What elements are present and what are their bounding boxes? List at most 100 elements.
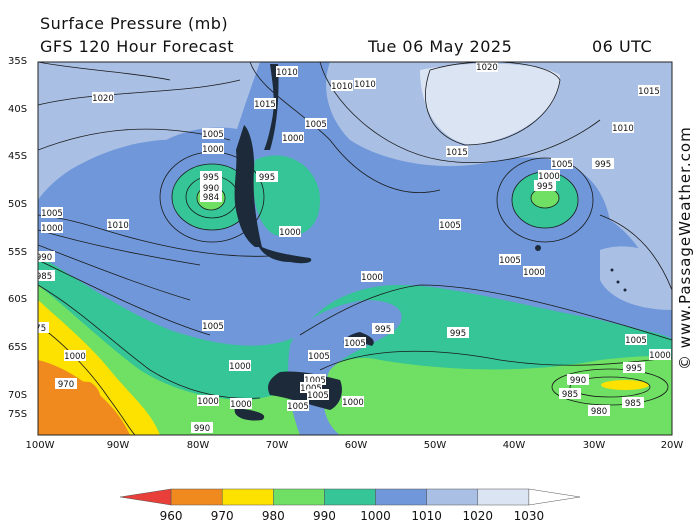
- isobar-label: 1005: [625, 334, 647, 346]
- pressure-band-995-low-b: [531, 188, 559, 208]
- svg-text:1000: 1000: [197, 397, 219, 407]
- latitude-label: 45S: [8, 151, 28, 162]
- svg-text:990: 990: [203, 184, 219, 194]
- colorbar-tick-label: 990: [312, 509, 336, 523]
- isobar-label: 1005: [307, 389, 329, 401]
- forecast-date: Tue 06 May 2025: [368, 37, 513, 56]
- pressure-fields: 1010101010201020101510151005100099599098…: [30, 62, 672, 435]
- latitude-label: 70S: [8, 390, 28, 401]
- isobar-label: 1010: [331, 80, 353, 92]
- isobar-label: 980: [588, 405, 610, 417]
- pressure-band-1020: [420, 63, 560, 146]
- isobar-label: 990: [191, 422, 213, 434]
- isobar-label: 985: [622, 397, 644, 409]
- svg-text:990: 990: [36, 253, 52, 263]
- isobar-label: 1015: [254, 98, 276, 110]
- isobar-label: 995: [623, 362, 645, 374]
- svg-text:995: 995: [203, 173, 219, 183]
- isobar-label: 1015: [638, 85, 660, 97]
- pressure-band-1015-ne: [326, 62, 672, 300]
- colorbar-tick-label: 970: [210, 509, 234, 523]
- forecast-time: 06 UTC: [592, 37, 653, 56]
- svg-text:985: 985: [625, 399, 641, 409]
- isobar-label: 1020: [92, 92, 114, 104]
- isobar-label: 1005: [202, 320, 224, 332]
- svg-text:995: 995: [375, 325, 391, 335]
- latitude-label: 35S: [8, 56, 28, 67]
- svg-text:1020: 1020: [92, 94, 114, 104]
- forecast-subtitle: GFS 120 Hour Forecast: [40, 37, 235, 56]
- isobar-label: 1005: [308, 350, 330, 362]
- isobar-label: 1000: [230, 398, 252, 410]
- longitude-label: 60W: [344, 440, 368, 451]
- isobar-label: 1005: [41, 207, 63, 219]
- isobar-label: 970: [55, 378, 77, 390]
- pressure-band-980-se: [601, 380, 649, 390]
- svg-text:1020: 1020: [476, 63, 498, 73]
- svg-text:1005: 1005: [202, 130, 224, 140]
- svg-text:1010: 1010: [354, 80, 376, 90]
- svg-text:1005: 1005: [308, 352, 330, 362]
- svg-text:1005: 1005: [305, 120, 327, 130]
- svg-text:995: 995: [595, 160, 611, 170]
- svg-text:1000: 1000: [41, 224, 63, 234]
- isobar-label: 1010: [612, 122, 634, 134]
- svg-text:1015: 1015: [638, 87, 660, 97]
- svg-text:1005: 1005: [344, 339, 366, 349]
- svg-text:1010: 1010: [276, 68, 298, 78]
- latitude-label: 55S: [8, 247, 28, 258]
- colorbar-segment: [221, 488, 274, 506]
- svg-text:1005: 1005: [551, 160, 573, 170]
- isobar-label: 985: [559, 388, 581, 400]
- svg-text:1010: 1010: [612, 124, 634, 134]
- svg-text:995: 995: [450, 329, 466, 339]
- isobar-label: 995: [372, 323, 394, 335]
- isobar-label: 1005: [202, 128, 224, 140]
- svg-text:1000: 1000: [282, 134, 304, 144]
- svg-text:1010: 1010: [331, 82, 353, 92]
- svg-text:975: 975: [30, 324, 46, 334]
- svg-text:1005: 1005: [41, 209, 63, 219]
- svg-text:995: 995: [626, 364, 642, 374]
- isobar-label: 1000: [279, 226, 301, 238]
- svg-text:1000: 1000: [230, 400, 252, 410]
- longitude-label: 20W: [660, 440, 684, 451]
- isobar-label: 1000: [41, 222, 63, 234]
- longitude-label: 30W: [582, 440, 606, 451]
- isobar-label: 1005: [287, 400, 309, 412]
- isobar-lines: [38, 62, 672, 435]
- svg-text:1000: 1000: [523, 268, 545, 278]
- colorbar-tick-label: 1010: [411, 509, 442, 523]
- longitude-label: 90W: [106, 440, 130, 451]
- svg-text:1005: 1005: [202, 322, 224, 332]
- map-frame: [37, 61, 673, 436]
- latitude-label: 50S: [8, 199, 28, 210]
- colorbar-segment: [375, 488, 427, 506]
- isobar-label: 1000: [197, 395, 219, 407]
- isobar-label: 1000: [202, 143, 224, 155]
- svg-text:1000: 1000: [342, 398, 364, 408]
- svg-text:984: 984: [203, 193, 219, 203]
- svg-text:985: 985: [36, 272, 52, 282]
- colorbar-segment: [426, 488, 479, 506]
- svg-text:1005: 1005: [439, 221, 461, 231]
- isobar-label: 995: [447, 327, 469, 339]
- svg-text:995: 995: [259, 173, 275, 183]
- svg-text:985: 985: [562, 390, 578, 400]
- svg-text:1000: 1000: [361, 273, 383, 283]
- pressure-band-990-south: [38, 285, 672, 435]
- isobar-label: 1005: [439, 219, 461, 231]
- longitude-label: 70W: [265, 440, 289, 451]
- isobar-label: 984: [200, 191, 222, 203]
- colorbar-tick-label: 1030: [513, 509, 545, 523]
- isobar-label: 1010: [276, 66, 298, 78]
- isobar-label: 995: [534, 180, 556, 192]
- svg-text:1005: 1005: [307, 391, 329, 401]
- map-title: Surface Pressure (mb): [40, 14, 229, 33]
- colorbar-tick-label: 960: [159, 509, 183, 523]
- isobar-label: 1000: [523, 266, 545, 278]
- svg-text:970: 970: [58, 380, 74, 390]
- isobar-label: 985: [36, 270, 55, 282]
- colorbar-segment: [119, 488, 172, 506]
